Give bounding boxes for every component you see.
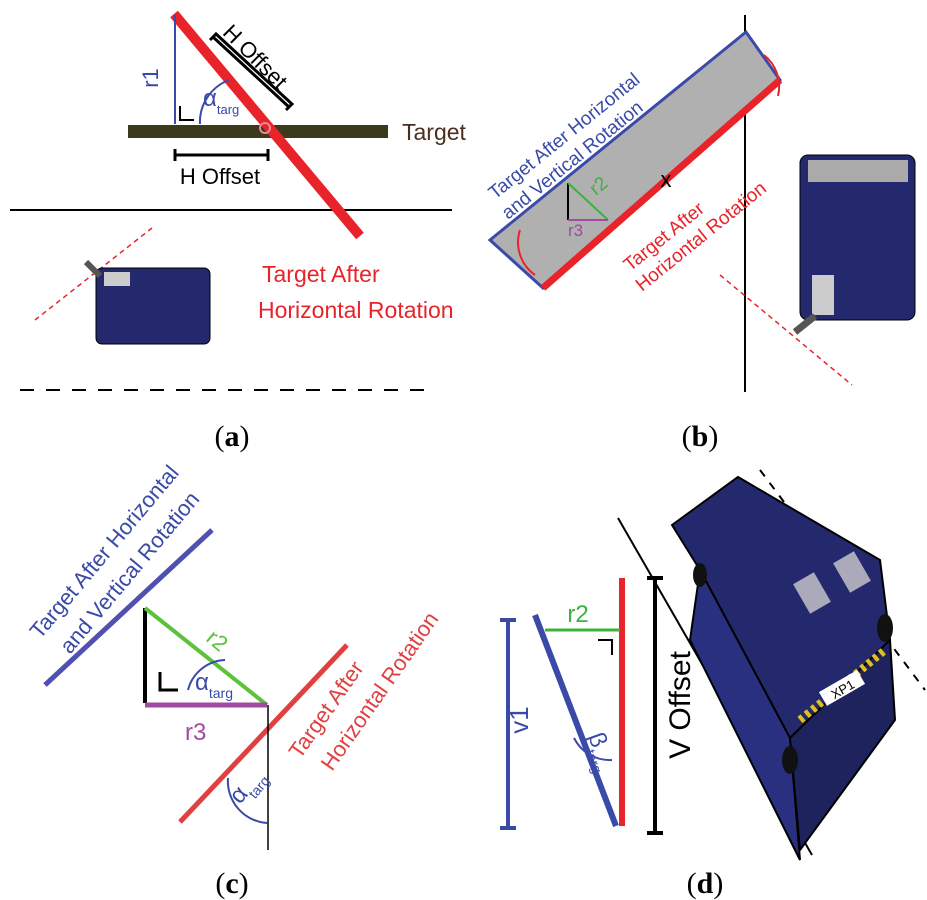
r2-label: r2 [202, 625, 233, 657]
right-angle [180, 106, 194, 120]
rotated-target-label: Target After [262, 261, 380, 287]
paren: ( [215, 420, 225, 453]
angle-symbol: α [203, 85, 217, 112]
paren: ( [682, 420, 692, 453]
panel-c: Target After Horizontal and Vertical Rot… [25, 460, 444, 900]
paren: ( [687, 867, 697, 900]
wheel [693, 563, 707, 587]
caption-letter: b [692, 420, 709, 453]
paren: ) [708, 420, 718, 453]
right-angle [598, 640, 612, 655]
caption-letter: a [225, 420, 240, 453]
robot-panel [812, 275, 834, 315]
wheel [782, 746, 798, 774]
v-offset-bracket [647, 578, 663, 833]
caption-b: (b) [682, 420, 719, 453]
target-label: Target [402, 119, 467, 145]
caption-d: (d) [687, 867, 724, 900]
panel-b: r2 r3 x Target After Horizontal and Vert… [485, 15, 915, 453]
r1-label: r1 [138, 68, 163, 88]
v1-label: v1 [504, 706, 534, 733]
center-mark: x [661, 167, 672, 192]
paren: ( [215, 867, 225, 900]
rotated-target [535, 615, 616, 826]
offset-bracket [175, 149, 268, 161]
figure: H Offset r1 αtarg H Offset Target Target… [0, 0, 927, 900]
caption-a: (a) [215, 420, 250, 453]
angle-subscript: targ [582, 747, 605, 775]
robot-panel [104, 272, 130, 286]
r3-label: r3 [185, 719, 206, 746]
wheel [877, 614, 893, 642]
r2-label: r2 [567, 601, 588, 628]
angle-subscript: targ [217, 102, 239, 117]
robot-top [808, 160, 908, 182]
angle-symbol: α [195, 669, 209, 696]
h-offset: H Offset [180, 164, 260, 189]
caption-c: (c) [215, 867, 248, 900]
right-angle [160, 672, 178, 690]
caption-letter: d [697, 867, 714, 900]
panel-a: H Offset r1 αtarg H Offset Target Target… [10, 14, 467, 453]
rotated-target-label: Horizontal Rotation [258, 297, 454, 323]
target-bar [128, 125, 388, 138]
paren: ) [239, 867, 249, 900]
panel-d: r2 βtarg v1 V Offset XP1 (d) [500, 470, 925, 900]
angle-subscript: targ [209, 685, 233, 701]
paren: ) [240, 420, 250, 453]
caption-letter: c [225, 867, 238, 900]
paren: ) [713, 867, 723, 900]
v-offset-label: V Offset [664, 650, 697, 758]
r3-label: r3 [568, 221, 583, 240]
